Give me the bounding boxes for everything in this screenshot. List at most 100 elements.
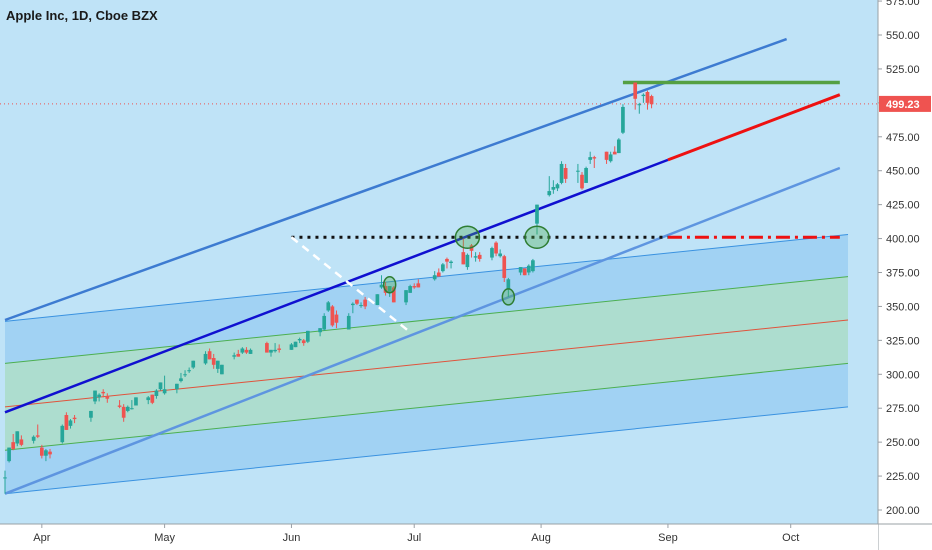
candle xyxy=(608,151,613,163)
test-circle-4 xyxy=(524,225,550,249)
candle-body xyxy=(11,442,16,449)
chart-title: Apple Inc, 1D, Cboe BZX xyxy=(6,8,158,23)
candle xyxy=(68,419,73,429)
candle xyxy=(273,343,277,353)
candle xyxy=(359,302,363,308)
candle-body xyxy=(19,439,24,445)
candle-body xyxy=(555,184,560,189)
candle-body xyxy=(162,389,167,394)
candle xyxy=(35,424,40,439)
candle-body xyxy=(48,451,52,455)
candle-body xyxy=(93,390,97,402)
candle xyxy=(93,390,97,405)
time-tick-label: Jun xyxy=(283,532,301,544)
candle xyxy=(64,412,69,430)
candle-body xyxy=(330,306,335,326)
candle-body xyxy=(461,252,466,265)
candle xyxy=(465,253,470,270)
candle-body xyxy=(248,349,253,354)
candle-body xyxy=(580,174,584,189)
candle-body xyxy=(130,408,134,410)
candle xyxy=(477,252,482,262)
candle-body xyxy=(318,328,322,333)
candle-body xyxy=(3,477,7,479)
candle-body xyxy=(375,294,380,306)
candle xyxy=(7,447,11,463)
lower-channel-line xyxy=(4,166,841,495)
candle-body xyxy=(645,92,650,103)
candle-body xyxy=(604,151,609,160)
candle xyxy=(588,151,593,164)
candle-body xyxy=(236,353,241,357)
candle-body xyxy=(502,256,507,278)
candle-body xyxy=(187,370,191,372)
candle-body xyxy=(518,267,523,273)
candle-body xyxy=(531,260,535,272)
candle xyxy=(187,367,191,373)
candle xyxy=(121,404,126,422)
candle-body xyxy=(547,191,552,196)
candle-body xyxy=(441,264,445,272)
candle xyxy=(19,435,24,447)
candle-body xyxy=(265,343,269,353)
candle xyxy=(305,330,310,344)
candles-group xyxy=(3,82,654,494)
price-tick-label: 575.00 xyxy=(886,0,920,8)
candle xyxy=(522,268,527,276)
candle-body xyxy=(588,157,593,160)
price-tick-label: 350.00 xyxy=(886,301,920,313)
candle xyxy=(130,400,134,410)
candle-body xyxy=(355,299,359,304)
candle-body xyxy=(203,353,208,364)
candle xyxy=(301,339,306,346)
candle-body xyxy=(412,286,417,288)
candle-body xyxy=(616,139,621,154)
pitchfork-band-lower xyxy=(5,363,848,494)
candle-body xyxy=(31,436,36,441)
candle xyxy=(461,238,466,265)
candle xyxy=(637,102,642,114)
price-tick-label: 300.00 xyxy=(886,369,920,381)
candle-body xyxy=(563,168,568,179)
candle xyxy=(449,260,453,269)
candle xyxy=(31,435,36,444)
marker-group xyxy=(382,225,550,306)
candle-body xyxy=(35,435,40,437)
candle-body xyxy=(432,275,437,280)
candle xyxy=(559,161,564,185)
candle xyxy=(117,400,122,409)
candle-body xyxy=(301,340,306,344)
candle xyxy=(649,94,654,109)
pitchfork-outer-lower xyxy=(4,406,849,495)
candle xyxy=(154,389,159,399)
candle-body xyxy=(183,374,187,376)
candle xyxy=(535,204,539,235)
time-tick-label: May xyxy=(154,532,175,544)
candle-body xyxy=(592,157,597,159)
test-circle-2 xyxy=(454,225,481,249)
test-circle-3 xyxy=(501,288,516,306)
candle xyxy=(203,351,208,365)
candle-body xyxy=(576,170,580,172)
price-tick-label: 400.00 xyxy=(886,234,920,246)
candle-body xyxy=(506,279,511,289)
candle-body xyxy=(220,364,224,375)
candle-body xyxy=(408,286,412,293)
candle-body xyxy=(7,447,11,462)
candle xyxy=(563,163,568,183)
candle xyxy=(277,344,282,353)
candle xyxy=(97,393,101,402)
candle xyxy=(616,138,621,154)
candle xyxy=(125,405,130,413)
candle xyxy=(244,347,249,354)
candle-body xyxy=(64,415,69,430)
candle-body xyxy=(293,341,298,348)
candle xyxy=(441,263,445,273)
candle-body xyxy=(494,242,498,254)
candle xyxy=(641,93,646,103)
candle-body xyxy=(244,349,249,353)
candle xyxy=(576,163,580,183)
candle-body xyxy=(125,406,130,411)
candle-body xyxy=(117,405,122,407)
